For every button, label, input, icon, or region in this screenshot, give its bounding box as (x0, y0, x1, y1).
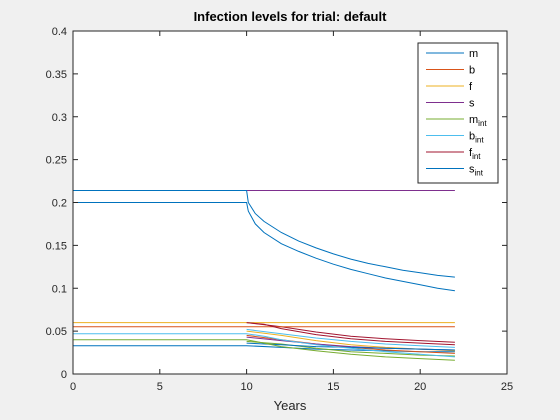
legend-entry-label: m (469, 48, 478, 60)
legend-box (418, 43, 498, 183)
x-axis-label: Years (274, 398, 307, 413)
legend-entry-label: b (469, 65, 475, 77)
y-tick-label: 0.25 (46, 155, 67, 167)
legend-entry-label: s (469, 98, 475, 110)
y-tick-label: 0.15 (46, 240, 67, 252)
y-tick-label: 0 (61, 369, 67, 381)
chart-title: Infection levels for trial: default (194, 9, 388, 24)
y-tick-label: 0.05 (46, 326, 67, 338)
y-tick-label: 0.3 (52, 112, 67, 124)
x-tick-label: 25 (501, 381, 513, 393)
x-tick-label: 5 (157, 381, 163, 393)
x-tick-label: 15 (327, 381, 339, 393)
y-tick-label: 0.35 (46, 69, 67, 81)
y-tick-label: 0.2 (52, 198, 67, 210)
x-tick-label: 10 (240, 381, 252, 393)
y-tick-label: 0.4 (52, 26, 67, 38)
y-tick-label: 0.1 (52, 283, 67, 295)
x-tick-label: 0 (70, 381, 76, 393)
x-tick-label: 20 (414, 381, 426, 393)
